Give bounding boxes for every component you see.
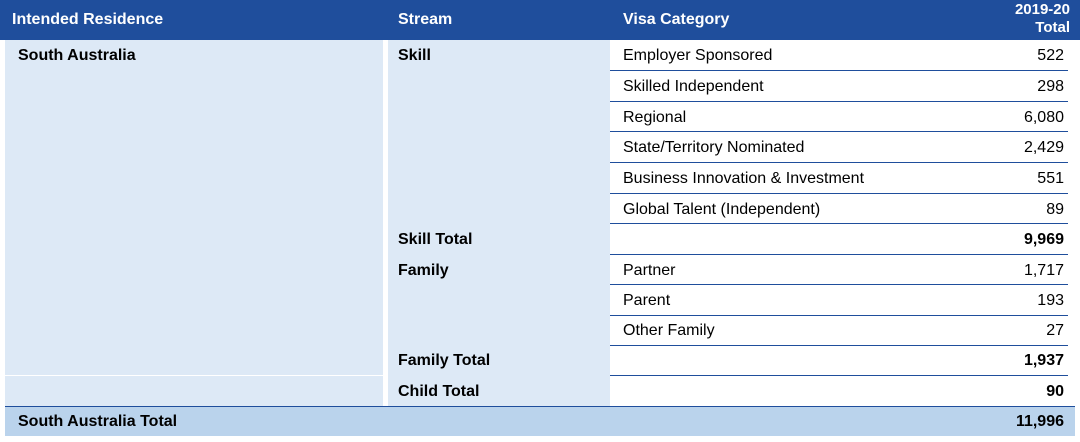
row-divider	[610, 315, 1068, 316]
header-intended-residence: Intended Residence	[12, 11, 164, 28]
skill-total-label: Skill Total	[398, 231, 473, 248]
total-cell: 27	[1046, 322, 1064, 339]
row-divider	[610, 284, 1068, 285]
header-total-label: Total	[1035, 19, 1070, 36]
stream-family: Family	[398, 262, 449, 279]
visa-category-cell: Global Talent (Independent)	[623, 201, 821, 218]
stream-column-bg	[388, 40, 610, 406]
row-divider	[610, 162, 1068, 163]
table-header: Intended Residence Stream Visa Category …	[0, 0, 1080, 40]
visa-category-cell: Employer Sponsored	[623, 47, 773, 64]
residence-name: South Australia	[18, 47, 136, 64]
stream-skill: Skill	[398, 47, 431, 64]
row-divider	[610, 375, 1068, 376]
residence-divider	[5, 375, 383, 376]
total-cell: 2,429	[1023, 139, 1064, 156]
row-divider	[610, 101, 1068, 102]
family-total-value: 1,937	[1023, 352, 1064, 369]
family-total-label: Family Total	[398, 352, 491, 369]
visa-category-cell: Other Family	[623, 322, 715, 339]
visa-category-cell: Business Innovation & Investment	[623, 170, 865, 187]
total-cell: 551	[1037, 170, 1064, 187]
child-total-value: 90	[1046, 383, 1064, 400]
visa-category-cell: State/Territory Nominated	[623, 139, 805, 156]
skill-total-value: 9,969	[1023, 231, 1064, 248]
header-visa-category: Visa Category	[623, 11, 730, 28]
total-cell: 298	[1037, 78, 1064, 95]
visa-category-cell: Parent	[623, 292, 671, 309]
total-cell: 1,717	[1023, 262, 1064, 279]
total-cell: 89	[1046, 201, 1064, 218]
total-cell: 522	[1037, 47, 1064, 64]
header-total: 2019-20 Total	[960, 1, 1070, 37]
residence-column-bg	[5, 40, 383, 406]
row-divider	[610, 345, 1068, 346]
row-divider	[610, 223, 1068, 224]
visa-category-cell: Partner	[623, 262, 676, 279]
child-total-label: Child Total	[398, 383, 480, 400]
grand-total-label: South Australia Total	[18, 413, 178, 430]
header-stream: Stream	[398, 11, 453, 28]
row-divider	[610, 131, 1068, 132]
grand-total-row	[5, 406, 1075, 436]
row-divider	[610, 70, 1068, 71]
grand-total-divider	[5, 406, 1075, 407]
visa-category-cell: Skilled Independent	[623, 78, 764, 95]
total-cell: 6,080	[1023, 109, 1064, 126]
visa-category-cell: Regional	[623, 109, 687, 126]
header-total-year: 2019-20	[1014, 1, 1070, 18]
grand-total-value: 11,996	[1015, 413, 1064, 430]
total-cell: 193	[1037, 292, 1064, 309]
row-divider	[610, 254, 1068, 255]
row-divider	[610, 193, 1068, 194]
